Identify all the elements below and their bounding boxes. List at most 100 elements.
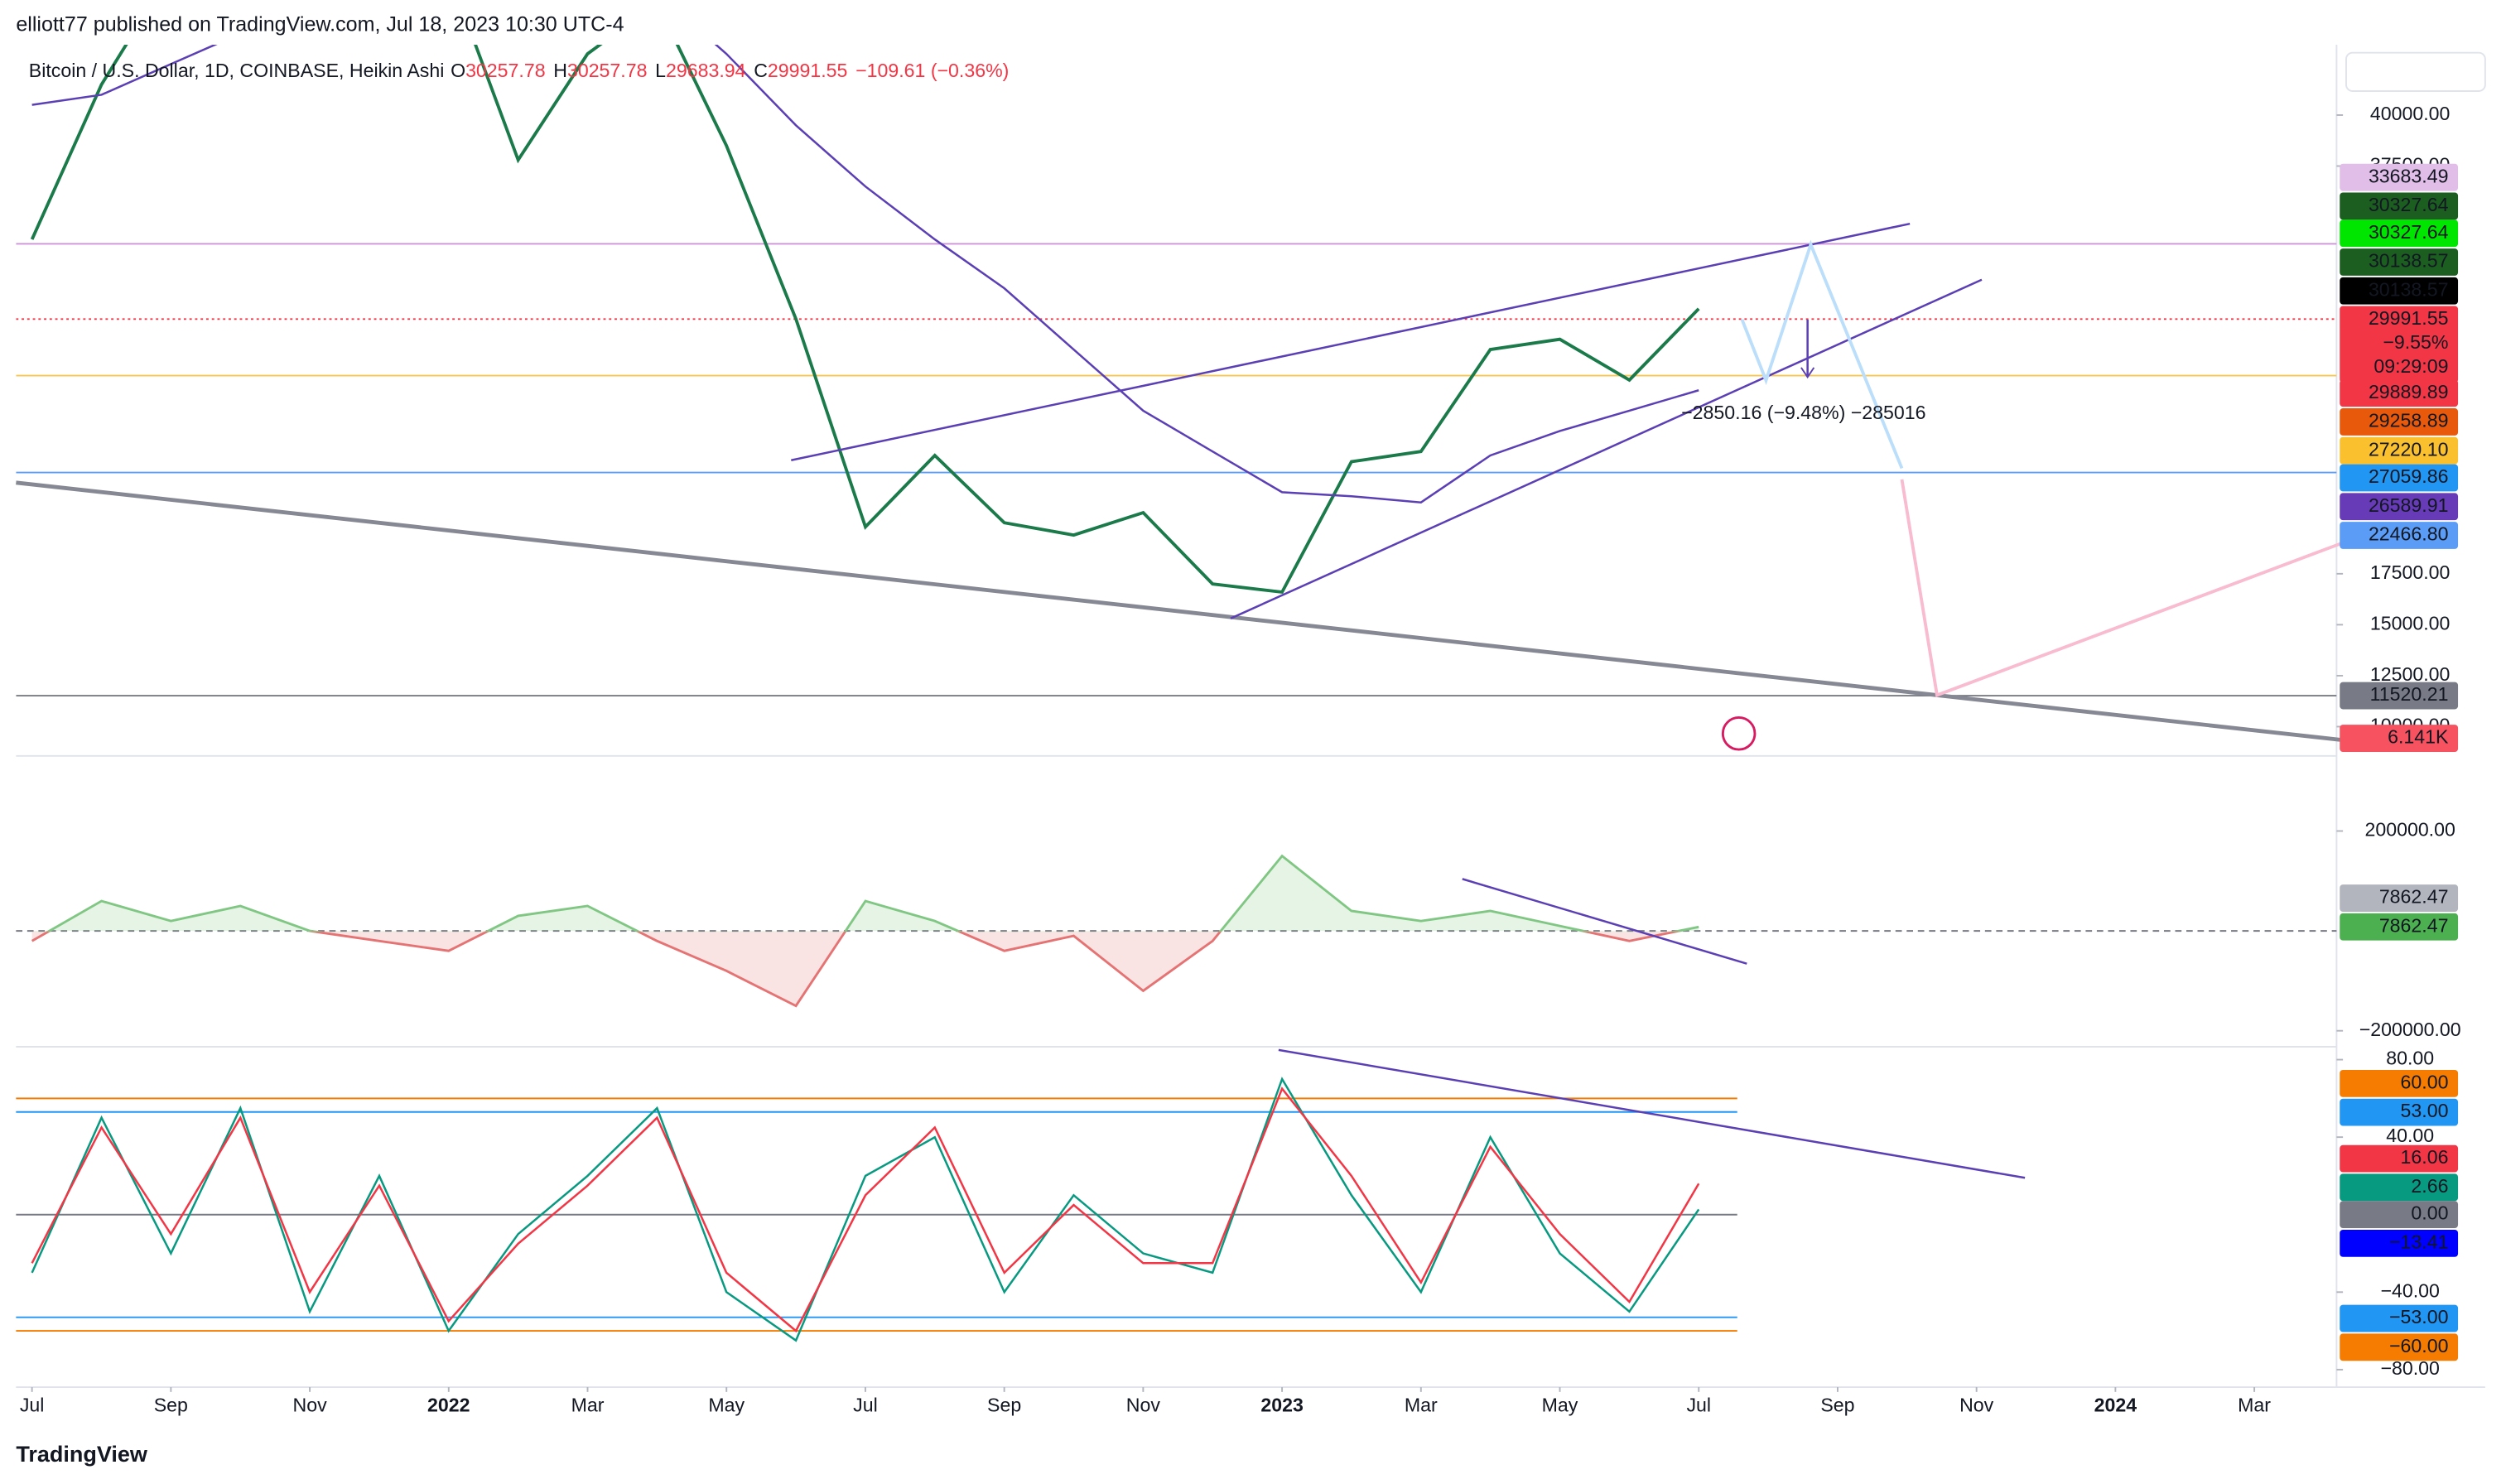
price-label: 29258.89 — [2369, 410, 2449, 431]
stoch-label: −13.41 — [2389, 1231, 2448, 1252]
x-tick-label: Jul — [1686, 1394, 1711, 1415]
projection-path — [1740, 239, 1904, 470]
price-change: −109.61 (−0.36%) — [855, 60, 1009, 81]
price-label: 29889.89 — [2369, 381, 2449, 402]
level-label-box — [2340, 1333, 2459, 1361]
osc-area — [31, 855, 1699, 932]
trend-line — [791, 222, 1911, 462]
series-line — [31, 1077, 1700, 1342]
ohlc-key: H — [553, 60, 567, 81]
x-tick-label: Mar — [2238, 1394, 2271, 1415]
osc-label: 7862.47 — [2379, 886, 2449, 908]
stoch-label-box — [2340, 1173, 2459, 1202]
ohlc-key: L — [655, 60, 666, 81]
x-tick-label: Jul — [20, 1394, 45, 1415]
y-tick-label: 12500.00 — [2370, 663, 2451, 685]
x-tick-label: Nov — [1959, 1394, 1994, 1415]
price-label-box — [2340, 436, 2459, 465]
price-label-box — [2340, 192, 2459, 220]
stoch-label-box — [2340, 1144, 2459, 1173]
ohlc-value: 30257.78 — [465, 60, 546, 81]
x-tick-label: May — [708, 1394, 745, 1415]
price-label-box — [2340, 248, 2459, 276]
price-label-box — [2340, 464, 2459, 492]
y-tick-label: −40.00 — [2380, 1279, 2439, 1301]
series-line — [31, 45, 1699, 504]
x-tick-label: Sep — [987, 1394, 1021, 1415]
price-label-box — [2340, 522, 2459, 549]
x-tick-label: Nov — [292, 1394, 327, 1415]
level-label: 0.00 — [2411, 1202, 2448, 1224]
ohlc-value: 29991.55 — [768, 60, 848, 81]
x-tick-label: 2022 — [427, 1394, 470, 1415]
price-label-box — [2340, 219, 2459, 248]
trend-line — [1230, 278, 1983, 619]
price-label-box — [2340, 277, 2459, 305]
trend-line — [1462, 878, 1747, 965]
ohlc-value: 29683.94 — [666, 60, 746, 81]
x-tick-label: Sep — [1820, 1394, 1854, 1415]
price-label-box — [2340, 493, 2459, 521]
x-tick-label: 2024 — [2094, 1394, 2137, 1415]
series-line — [30, 45, 1700, 595]
x-tick-label: Mar — [571, 1394, 605, 1415]
stoch-label: 16.06 — [2401, 1146, 2449, 1168]
price-label: 29991.55 — [2369, 307, 2449, 329]
price-label: 11520.21 — [2370, 683, 2449, 705]
stoch-label: 2.66 — [2411, 1175, 2448, 1197]
price-label: 26589.91 — [2369, 494, 2449, 516]
level-label: 53.00 — [2401, 1100, 2449, 1121]
projection-path — [1900, 479, 2342, 698]
volume-label-box — [2340, 725, 2459, 752]
level-label-box — [2340, 1304, 2459, 1332]
ohlc-key: C — [754, 60, 768, 81]
price-label: 27059.86 — [2369, 465, 2449, 487]
y-tick-label: −200000.00 — [2359, 1019, 2461, 1040]
drawings — [16, 222, 2342, 1179]
volume-label: 6.141K — [2388, 726, 2449, 748]
plot-layer — [16, 45, 2337, 1342]
osc-label-box — [2340, 884, 2459, 912]
y-tick-label: 200000.00 — [2364, 819, 2455, 841]
osc-label: 7862.47 — [2379, 914, 2449, 936]
price-label-box — [2340, 379, 2459, 407]
price-label-box — [2340, 408, 2459, 436]
osc-line — [46, 854, 1699, 932]
alert-icon[interactable] — [1721, 716, 1757, 751]
price-label: 30138.57 — [2369, 278, 2449, 300]
price-label-sub: −9.55% — [2383, 331, 2448, 353]
price-label-box — [2340, 306, 2459, 383]
symbol: Bitcoin / U.S. Dollar, 1D, COINBASE, Hei… — [29, 60, 445, 81]
x-tick-label: Sep — [154, 1394, 188, 1415]
price-label: 22466.80 — [2369, 523, 2449, 545]
x-tick-label: 2023 — [1260, 1394, 1304, 1415]
series-line — [31, 1086, 1700, 1333]
price-label: 30327.64 — [2369, 221, 2449, 243]
ohlc-value: 30257.78 — [567, 60, 648, 81]
ohlc-key: O — [451, 60, 465, 81]
level-label: −53.00 — [2389, 1306, 2448, 1327]
y-tick-label: 17500.00 — [2370, 561, 2451, 583]
legend: Bitcoin / U.S. Dollar, 1D, COINBASE, Hei… — [29, 60, 1010, 81]
price-label-box — [2340, 163, 2459, 191]
price-label-box — [2340, 682, 2459, 710]
price-label-sub: 09:29:09 — [2373, 355, 2448, 377]
level-label: 60.00 — [2401, 1072, 2449, 1093]
published-note: elliott77 published on TradingView.com, … — [16, 13, 624, 36]
level-label-box — [2340, 1069, 2459, 1097]
trend-line — [1278, 1048, 2026, 1179]
y-tick-label: 40.00 — [2386, 1125, 2434, 1146]
measure-annotation: −2850.16 (−9.48%) −285016 — [1681, 402, 1925, 423]
price-label: 27220.10 — [2369, 438, 2449, 460]
y-tick-label: 40000.00 — [2370, 103, 2451, 124]
series-group — [16, 1077, 1737, 1342]
x-tick-label: May — [1542, 1394, 1578, 1415]
toolbar-button[interactable] — [2345, 51, 2486, 92]
level-label-box — [2340, 1201, 2459, 1229]
trend-line — [16, 480, 2342, 742]
price-label: 30327.64 — [2369, 194, 2449, 215]
series-group — [16, 45, 2337, 697]
y-tick-label: 15000.00 — [2370, 612, 2451, 634]
